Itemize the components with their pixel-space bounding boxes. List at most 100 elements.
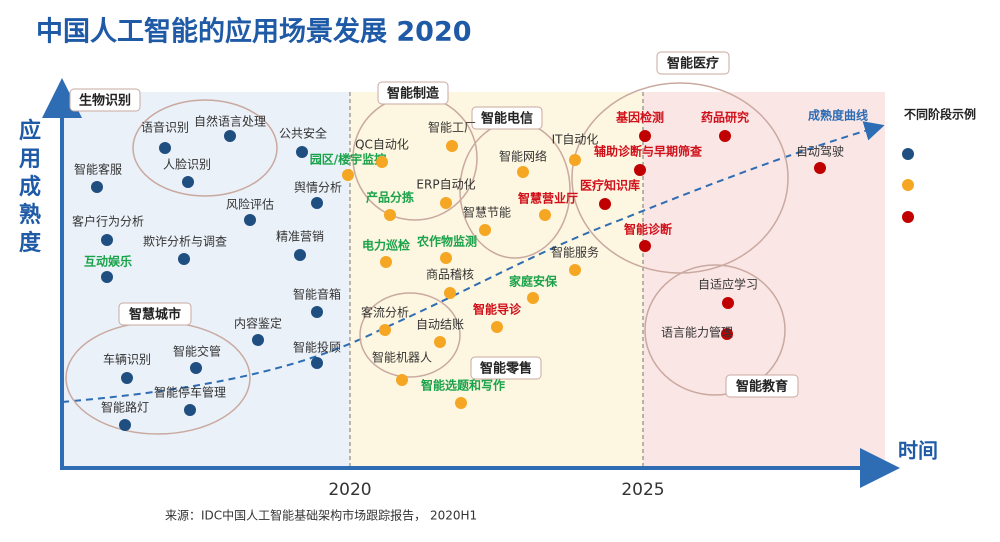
- scenario-label: 内容鉴定: [234, 316, 282, 331]
- stage-dot: [101, 271, 113, 283]
- scenario-label: 互动娱乐: [84, 254, 132, 269]
- scenario-label: 园区/楼宇监控: [310, 152, 386, 167]
- stage-dot: [814, 162, 826, 174]
- scenario-label: 辅助诊断与早期筛查: [594, 144, 703, 159]
- scenario-label: 智能停车管理: [154, 385, 226, 400]
- stage-dot: [184, 404, 196, 416]
- y-axis-label: 用: [19, 147, 41, 172]
- scenario-label: 人脸识别: [163, 158, 211, 172]
- stage-dot: [379, 324, 391, 336]
- scenario-label: 舆情分析: [294, 180, 342, 195]
- stage-dot: [719, 130, 731, 142]
- legend-dot: [902, 211, 914, 223]
- scenario-label: 医疗知识库: [580, 178, 640, 193]
- stage-dot: [517, 166, 529, 178]
- stage-dot: [479, 224, 491, 236]
- source: 来源：IDC中国人工智能基础架构市场跟踪报告， 2020H1: [165, 508, 477, 523]
- y-axis-label: 成: [19, 175, 41, 200]
- scenario-label: 车辆识别: [103, 352, 151, 367]
- stage-dot: [296, 146, 308, 158]
- stage-dot: [91, 181, 103, 193]
- stage-dot: [376, 156, 388, 168]
- stage-dot: [527, 292, 539, 304]
- scenario-label: 客户行为分析: [72, 214, 144, 229]
- x-axis-label: 时间: [898, 439, 938, 463]
- scenario-label: 自然语言处理: [194, 114, 266, 129]
- scenario-label: 语言能力管理: [661, 325, 733, 340]
- scenario-label: 公共安全: [279, 126, 327, 141]
- scenario-label: 智能机器人: [372, 350, 432, 365]
- stage-dot: [639, 130, 651, 142]
- stage-dot: [311, 197, 323, 209]
- scenario-label: ERP自动化: [416, 178, 475, 192]
- x-tick-label: 2025: [621, 480, 664, 500]
- scenario-label: 智能投顾: [293, 340, 341, 355]
- stage-dot: [119, 419, 131, 431]
- stage-dot: [446, 140, 458, 152]
- scenario-label: 智能诊断: [623, 222, 672, 237]
- scenario-label: 智慧营业厅: [517, 191, 578, 206]
- stage-dot: [491, 321, 503, 333]
- legend-title: 不同阶段示例: [904, 107, 976, 122]
- stage-dot: [634, 164, 646, 176]
- scenario-label: 智能路灯: [101, 400, 149, 415]
- stage-dot: [434, 336, 446, 348]
- scenario-label: 智能工厂: [428, 120, 476, 135]
- stage-dot: [569, 264, 581, 276]
- scenario-label: 基因检测: [615, 110, 664, 125]
- stage-dot: [440, 252, 452, 264]
- group-tag: 智慧城市: [129, 307, 181, 323]
- scenario-label: 欺诈分析与调查: [143, 235, 227, 249]
- group-tag-box: [377, 81, 449, 105]
- stage-dot: [178, 253, 190, 265]
- stage-dot: [101, 234, 113, 246]
- curve-label: 成熟度曲线: [808, 108, 868, 123]
- stage-dot: [380, 256, 392, 268]
- stage-dot: [244, 214, 256, 226]
- scenario-label: QC自动化: [355, 138, 409, 152]
- stage-dot: [444, 287, 456, 299]
- scenario-label: 药品研究: [701, 110, 749, 125]
- group-tag: 智能制造: [387, 86, 440, 102]
- group-tag: 智能零售: [480, 361, 532, 377]
- stage-dot: [721, 328, 733, 340]
- title: 中国人工智能的应用场景发展 2020: [36, 16, 472, 48]
- scenario-label: 智能导诊: [472, 302, 522, 317]
- group-tag: 智能电信: [481, 111, 533, 127]
- scenario-label: 客流分析: [361, 305, 409, 320]
- scenario-label: 智能服务: [551, 245, 599, 260]
- stage-dot: [569, 154, 581, 166]
- stage-dot: [294, 249, 306, 261]
- scenario-label: 智能交管: [173, 344, 221, 359]
- scenario-label: 产品分拣: [366, 190, 414, 205]
- scenario-label: 商品稽核: [426, 267, 474, 282]
- x-tick-label: 2020: [328, 480, 371, 500]
- group-tag-box: [69, 88, 141, 112]
- group-tag: 智能教育: [736, 379, 788, 395]
- scenario-label: 智能选题和写作: [420, 378, 505, 393]
- stage-dot: [539, 209, 551, 221]
- y-axis-label: 应: [19, 118, 41, 144]
- group-tag: 智能医疗: [667, 56, 719, 72]
- stage-dot: [311, 357, 323, 369]
- stage-dot: [182, 176, 194, 188]
- scenario-label: 自动驾驶: [796, 144, 844, 159]
- group-tag-box: [656, 51, 730, 75]
- stage-dot: [311, 306, 323, 318]
- y-axis-label: 熟: [19, 202, 41, 228]
- scenario-label: 智慧节能: [463, 205, 511, 220]
- stage-dot: [224, 130, 236, 142]
- stage-dot: [121, 372, 133, 384]
- group-tag: 生物识别: [79, 93, 131, 109]
- maturity-curve: [61, 121, 885, 403]
- stage-dot: [252, 334, 264, 346]
- legend-dot: [902, 148, 914, 160]
- stage-dot: [722, 297, 734, 309]
- stage-dot: [342, 169, 354, 181]
- scenario-label: IT自动化: [552, 133, 599, 147]
- stage-dot: [396, 374, 408, 386]
- stage-region: [643, 92, 885, 468]
- y-axis-label: 度: [19, 230, 42, 256]
- scenario-label: 语音识别: [141, 120, 189, 135]
